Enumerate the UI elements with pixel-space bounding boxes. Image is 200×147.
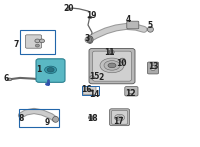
Text: 17: 17 — [113, 117, 123, 126]
Ellipse shape — [104, 61, 120, 70]
Ellipse shape — [88, 89, 91, 92]
Ellipse shape — [117, 116, 122, 119]
Ellipse shape — [128, 90, 134, 94]
Text: 3: 3 — [85, 34, 90, 43]
Ellipse shape — [108, 50, 114, 54]
Text: 4: 4 — [126, 15, 131, 24]
Text: 11: 11 — [104, 48, 114, 57]
Ellipse shape — [87, 36, 93, 43]
Text: 16: 16 — [81, 85, 91, 95]
FancyBboxPatch shape — [125, 87, 138, 96]
Ellipse shape — [7, 78, 12, 81]
Ellipse shape — [115, 114, 125, 121]
Bar — [82, 86, 99, 95]
Ellipse shape — [151, 66, 156, 71]
Ellipse shape — [109, 51, 113, 53]
Text: 15: 15 — [90, 72, 100, 81]
Ellipse shape — [90, 76, 94, 79]
FancyBboxPatch shape — [93, 51, 131, 81]
Text: 18: 18 — [87, 114, 97, 123]
Text: 12: 12 — [125, 89, 135, 98]
Ellipse shape — [120, 58, 125, 62]
Ellipse shape — [53, 116, 59, 122]
Ellipse shape — [91, 90, 94, 91]
Ellipse shape — [40, 39, 44, 43]
FancyBboxPatch shape — [36, 59, 65, 82]
FancyBboxPatch shape — [83, 86, 96, 95]
Text: 6: 6 — [4, 74, 9, 83]
Ellipse shape — [90, 117, 92, 119]
Bar — [19, 109, 59, 127]
FancyBboxPatch shape — [25, 35, 42, 48]
FancyBboxPatch shape — [110, 109, 130, 126]
Ellipse shape — [147, 27, 153, 32]
FancyBboxPatch shape — [89, 49, 135, 84]
Ellipse shape — [35, 39, 40, 43]
Bar — [20, 30, 55, 54]
Text: 5: 5 — [147, 21, 152, 30]
FancyBboxPatch shape — [147, 62, 159, 74]
Ellipse shape — [88, 16, 92, 19]
Text: 9: 9 — [44, 117, 50, 127]
Text: 2: 2 — [99, 73, 104, 82]
Ellipse shape — [108, 63, 116, 68]
Ellipse shape — [88, 37, 92, 43]
Ellipse shape — [47, 68, 54, 72]
Ellipse shape — [88, 116, 94, 119]
Text: 14: 14 — [89, 90, 100, 99]
Ellipse shape — [35, 44, 39, 47]
Text: 19: 19 — [86, 11, 96, 20]
Ellipse shape — [45, 83, 50, 85]
Ellipse shape — [67, 8, 71, 10]
Text: 10: 10 — [116, 59, 127, 68]
Text: 8: 8 — [19, 114, 24, 123]
Text: 7: 7 — [14, 40, 19, 49]
Ellipse shape — [45, 66, 57, 74]
Text: 13: 13 — [148, 62, 159, 71]
Text: 1: 1 — [36, 65, 42, 74]
FancyBboxPatch shape — [112, 110, 128, 124]
Text: 20: 20 — [64, 4, 74, 13]
FancyBboxPatch shape — [127, 21, 139, 29]
Ellipse shape — [100, 58, 124, 73]
